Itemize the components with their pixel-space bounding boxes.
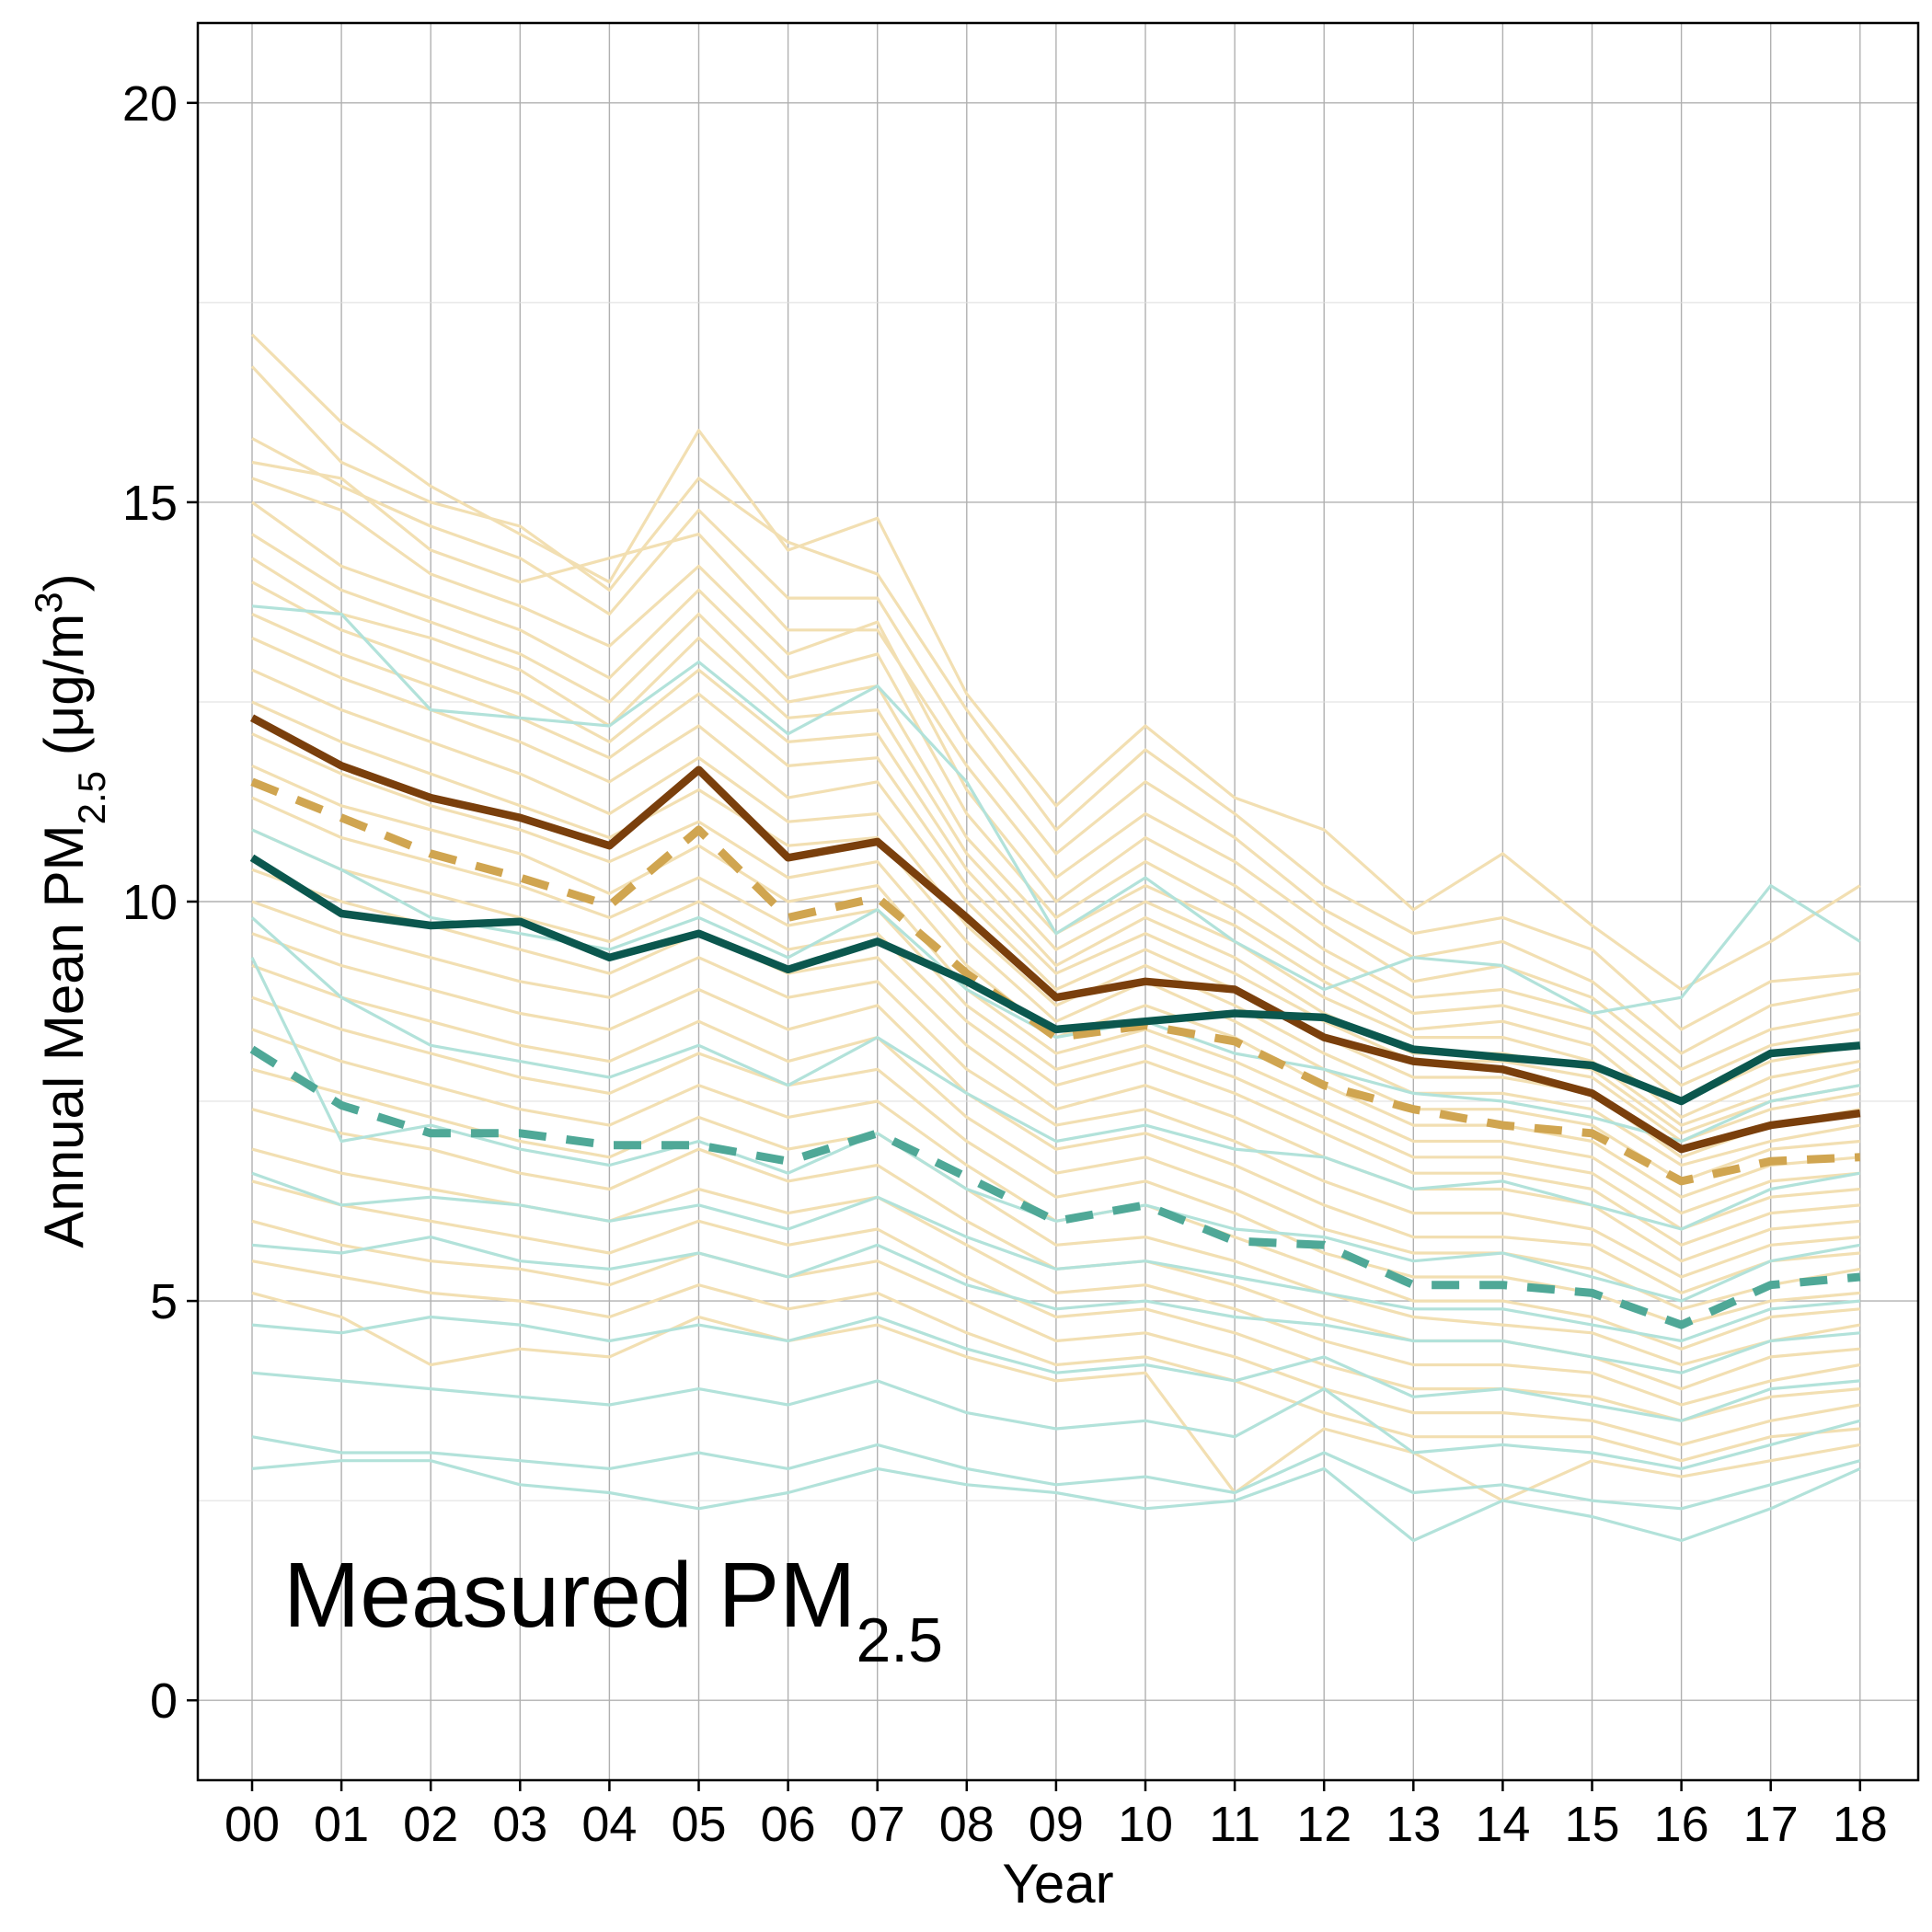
tan-site-line-15 <box>251 764 1860 1215</box>
teal-site-line-7 <box>251 1315 1860 1422</box>
y-axis-title-superscript: 3 <box>27 592 70 613</box>
x-tick-labels: 00 01 02 03 04 05 06 07 08 09 10 11 12 13 14 15 16 17 18 <box>224 1797 1888 1852</box>
teal-site-line-4 <box>250 957 1861 1303</box>
x-tick-label-04: 04 <box>581 1797 637 1852</box>
annotation-subscript: 2.5 <box>856 1605 943 1675</box>
y-axis-title-main: Annual Mean PM <box>33 824 95 1248</box>
tan-site-line-12 <box>251 668 1861 1167</box>
tan-site-line-1 <box>250 333 1861 992</box>
y-tick-label-20: 20 <box>122 76 178 132</box>
annotation-main: Measured PM <box>283 1544 856 1647</box>
tan-site-line-6 <box>251 500 1861 1103</box>
y-axis-title-unit-close: ) <box>33 573 95 592</box>
tan-site-line-2 <box>250 365 1860 1031</box>
summary-lines <box>249 714 1861 1329</box>
x-tick-label-18: 18 <box>1833 1797 1888 1852</box>
tan-site-line-13 <box>251 700 1860 1183</box>
teal-site-line-5 <box>251 1171 1860 1343</box>
teal-site-line-3 <box>250 916 1861 1231</box>
x-tick-label-17: 17 <box>1743 1797 1799 1852</box>
axis-ticks <box>187 101 1862 1791</box>
y-tick-label-0: 0 <box>150 1673 178 1729</box>
y-tick-label-10: 10 <box>122 875 178 930</box>
y-axis-title-unit: (μg/m <box>33 614 95 771</box>
tan-median-line <box>250 777 1861 1186</box>
tan-site-line-8 <box>251 557 1861 1127</box>
tan-site-line-3 <box>251 437 1861 1055</box>
x-tick-label-08: 08 <box>939 1797 995 1852</box>
x-tick-label-10: 10 <box>1118 1797 1173 1852</box>
x-tick-label-11: 11 <box>1209 1797 1260 1852</box>
x-tick-label-06: 06 <box>761 1797 816 1852</box>
teal-median-line <box>249 1045 1861 1329</box>
tan-site-line-28 <box>251 1219 1861 1446</box>
tan-site-line-24 <box>251 1067 1861 1367</box>
x-tick-label-13: 13 <box>1386 1797 1441 1852</box>
x-tick-label-15: 15 <box>1564 1797 1619 1852</box>
tan-mean-line <box>249 714 1861 1154</box>
x-tick-label-12: 12 <box>1296 1797 1351 1852</box>
tan-site-line-21 <box>251 963 1861 1311</box>
tan-site-line-30 <box>251 1291 1861 1502</box>
x-tick-label-02: 02 <box>403 1797 458 1852</box>
teal-site-line-1 <box>251 604 1861 1016</box>
x-tick-label-07: 07 <box>850 1797 905 1852</box>
tan-site-line-4 <box>251 460 1861 1071</box>
teal-site-line-10 <box>251 1459 1861 1543</box>
x-tick-label-00: 00 <box>224 1797 280 1852</box>
teal-site-lines <box>250 604 1861 1543</box>
tan-site-line-17 <box>251 828 1860 1247</box>
teal-site-line-9 <box>251 1435 1861 1511</box>
teal-mean-line <box>249 854 1861 1106</box>
minor-gridlines <box>198 302 1918 1501</box>
tan-site-line-16 <box>251 796 1860 1231</box>
x-tick-label-01: 01 <box>314 1797 369 1852</box>
tan-site-line-27 <box>251 1179 1860 1422</box>
x-tick-label-05: 05 <box>671 1797 726 1852</box>
y-tick-labels: 0 5 10 15 20 <box>122 76 178 1729</box>
x-axis-title: Year <box>1002 1853 1113 1915</box>
tan-site-line-20 <box>251 932 1860 1294</box>
y-axis-title-subscript: 2.5 <box>70 771 113 824</box>
y-tick-label-5: 5 <box>150 1274 178 1329</box>
measured-pm25-annotation: Measured PM2.5 <box>283 1544 943 1675</box>
tan-site-line-29 <box>251 1259 1860 1463</box>
x-tick-label-16: 16 <box>1654 1797 1709 1852</box>
teal-site-line-8 <box>251 1371 1861 1470</box>
x-tick-label-14: 14 <box>1475 1797 1530 1852</box>
x-tick-label-03: 03 <box>492 1797 547 1852</box>
x-tick-label-09: 09 <box>1029 1797 1084 1852</box>
teal-site-line-2 <box>251 828 1861 1144</box>
teal-site-line-6 <box>251 1236 1860 1374</box>
y-axis-title: Annual Mean PM2.5 (μg/m3) <box>27 573 113 1248</box>
tan-site-line-19 <box>251 900 1860 1279</box>
y-tick-label-15: 15 <box>122 476 178 531</box>
